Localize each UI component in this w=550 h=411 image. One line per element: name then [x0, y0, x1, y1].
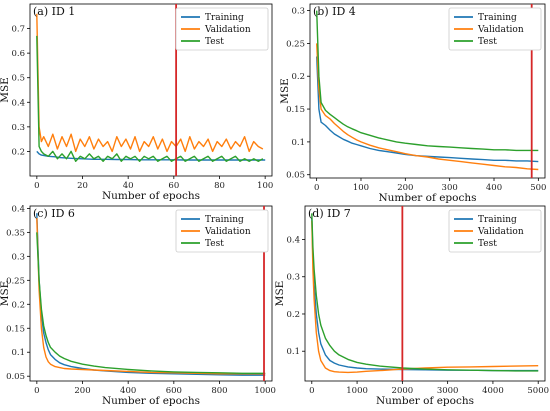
x-tick-label: 400	[120, 386, 136, 396]
y-axis-label: MSE	[274, 281, 286, 307]
y-tick-label: 0.2	[291, 72, 305, 82]
x-tick-label: 40	[123, 181, 134, 191]
series-line-validation	[36, 217, 266, 375]
panel-title: (c) ID 6	[33, 207, 75, 220]
legend-label: Validation	[477, 25, 524, 35]
series-line-training	[36, 150, 266, 161]
x-tick-label: 2000	[392, 386, 414, 396]
x-tick-label: 5000	[527, 386, 549, 396]
x-tick-label: 600	[166, 386, 182, 396]
legend-label: Training	[205, 215, 244, 225]
plot-frame	[304, 205, 546, 382]
x-tick-label: 0	[34, 181, 39, 191]
series-line-test	[316, 10, 539, 152]
series-line-training	[316, 56, 539, 163]
legend-label: Test	[478, 239, 497, 249]
x-tick-label: 100	[353, 183, 369, 193]
y-tick-label: 0.4	[11, 204, 25, 214]
x-tick-label: 800	[211, 386, 227, 396]
legend-label: Training	[205, 13, 244, 23]
y-axis-label: MSE	[279, 78, 291, 104]
legend-label: Test	[205, 239, 224, 249]
x-axis-label: Number of epochs	[102, 190, 200, 202]
series-line-test	[311, 213, 539, 372]
panel-1: 0.2 0.3 0.4 0.5 0.6 0.7 0 20 40 60 80 100 Number of …	[0, 3, 273, 202]
y-tick-label: 0.35	[6, 228, 25, 238]
y-tick-label: 0.05	[286, 171, 305, 181]
y-tick-label: 0.2	[11, 147, 25, 157]
panel-3: 0.05 0.1 0.15 0.2 0.25 0.3 0.35 0.4 0 200 400 600 80…	[0, 204, 276, 407]
x-tick-label: 200	[74, 386, 90, 396]
x-axis-label: Number of epochs	[378, 192, 476, 204]
series-line-training	[36, 213, 266, 376]
y-tick-label: 0.4	[286, 236, 300, 246]
series-line-test	[36, 35, 264, 163]
plot-frame	[29, 3, 273, 177]
y-tick-label: 0.4	[11, 98, 25, 108]
series-line-validation	[311, 220, 539, 374]
panel-title: (a) ID 1	[33, 5, 75, 18]
y-tick-label: 0.25	[6, 276, 25, 286]
series-line-test	[36, 232, 266, 374]
series-line-validation	[36, 13, 264, 153]
plot-frame	[29, 205, 273, 382]
panel-2: 0.05 0.1 0.15 0.2 0.25 0.3 0 100 200 300 400 500 Num…	[279, 3, 546, 204]
x-axis-label: Number of epochs	[376, 395, 474, 407]
x-tick-label: 4000	[482, 386, 504, 396]
x-tick-label: 1000	[254, 386, 276, 396]
panel-title: (b) ID 4	[313, 5, 356, 18]
y-axis-label: MSE	[0, 77, 11, 103]
legend-label: Test	[205, 37, 224, 47]
y-tick-label: 0.15	[286, 105, 305, 115]
y-tick-label: 0.1	[11, 348, 25, 358]
y-tick-label: 0.25	[286, 39, 305, 49]
y-tick-label: 0.15	[6, 324, 25, 334]
x-axis-label: Number of epochs	[102, 395, 200, 407]
y-axis-label: MSE	[0, 281, 11, 307]
legend-box	[175, 7, 269, 51]
y-tick-label: 0.2	[11, 300, 25, 310]
x-tick-label: 400	[486, 183, 502, 193]
x-tick-label: 100	[257, 181, 273, 191]
panel-4: 0.1 0.2 0.3 0.4 0 1000 2000 3000 4000 5000 Number …	[274, 205, 549, 407]
x-tick-label: 20	[77, 181, 88, 191]
legend-label: Training	[478, 13, 517, 23]
y-tick-label: 0.3	[286, 273, 300, 283]
legend-label: Validation	[477, 227, 524, 237]
x-tick-label: 200	[397, 183, 413, 193]
legend-label: Validation	[204, 25, 251, 35]
legend-label: Validation	[204, 227, 251, 237]
x-tick-label: 500	[530, 183, 546, 193]
legend-label: Test	[478, 37, 497, 47]
panel-title: (d) ID 7	[308, 207, 351, 220]
legend-box	[448, 209, 542, 253]
y-tick-label: 0.1	[291, 138, 305, 148]
x-tick-label: 0	[34, 386, 39, 396]
y-tick-label: 0.3	[11, 252, 25, 262]
y-tick-label: 0.05	[6, 372, 25, 382]
x-tick-label: 60	[168, 181, 179, 191]
y-tick-label: 0.7	[11, 25, 25, 35]
x-tick-label: 0	[314, 183, 319, 193]
legend-box	[175, 209, 269, 253]
y-tick-label: 0.5	[11, 74, 25, 84]
series-line-validation	[316, 43, 539, 171]
x-tick-label: 300	[442, 183, 458, 193]
legend-label: Training	[478, 215, 517, 225]
y-tick-label: 0.3	[291, 7, 305, 17]
y-tick-label: 0.3	[11, 123, 25, 133]
x-tick-label: 1000	[346, 386, 368, 396]
x-tick-label: 80	[214, 181, 225, 191]
x-tick-label: 3000	[437, 386, 459, 396]
legend-box	[448, 7, 542, 51]
x-tick-label: 0	[309, 386, 314, 396]
plot-frame	[309, 3, 546, 179]
y-tick-label: 0.1	[286, 347, 300, 357]
y-tick-label: 0.2	[286, 310, 300, 320]
y-tick-label: 0.6	[11, 49, 25, 59]
